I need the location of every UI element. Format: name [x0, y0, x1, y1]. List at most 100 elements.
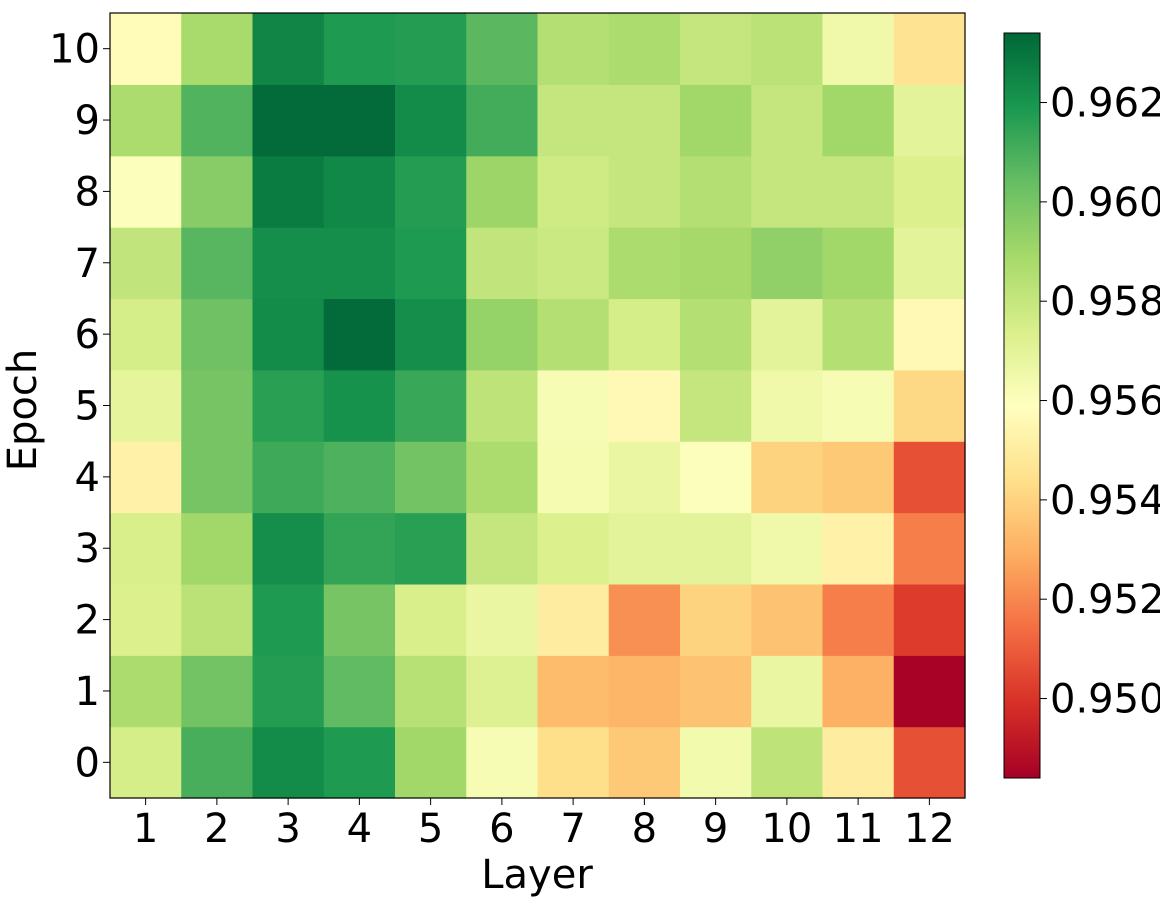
colorbar [1003, 32, 1041, 779]
heatmap-cell [822, 512, 895, 585]
heatmap-cell [323, 512, 396, 585]
heatmap-cell [822, 583, 895, 656]
heatmap-cell [181, 84, 254, 157]
heatmap-cell [822, 726, 895, 799]
heatmap-cell [822, 441, 895, 514]
y-tick-label: 1 [75, 669, 100, 715]
y-tick-label: 3 [75, 526, 100, 572]
heatmap-cell [252, 655, 325, 728]
heatmap-cell [466, 13, 539, 85]
heatmap-cell [537, 726, 610, 799]
heatmap-cell [252, 84, 325, 157]
colorbar-ticks: 0.950 0.952 0.954 0.956 0.958 0.960 0.962 [1040, 81, 1160, 723]
heatmap-cell [181, 155, 254, 228]
heatmap-cell [751, 512, 824, 585]
heatmap-cell [252, 726, 325, 799]
heatmap-cell [608, 298, 681, 371]
y-tick-label: 7 [75, 241, 100, 287]
heatmap-cell [537, 13, 610, 85]
heatmap-cell [181, 298, 254, 371]
heatmap-cell [110, 13, 182, 85]
heatmap-cell [822, 655, 895, 728]
heatmap-cell [181, 227, 254, 300]
heatmap-cell [680, 441, 752, 514]
heatmap-cell [608, 369, 681, 442]
x-tick-label: 8 [632, 806, 657, 852]
heatmap-cell [323, 298, 396, 371]
heatmap-cell [466, 726, 539, 799]
heatmap-cell [680, 583, 752, 656]
heatmap-cell [181, 512, 254, 585]
heatmap-cell [323, 227, 396, 300]
heatmap-cell [466, 298, 539, 371]
heatmap-cell [537, 227, 610, 300]
heatmap-cell [751, 13, 824, 85]
heatmap-cell [893, 369, 966, 442]
heatmap-cell [323, 583, 396, 656]
heatmap-cell [608, 726, 681, 799]
heatmap-cell [751, 583, 824, 656]
y-tick-label: 8 [75, 169, 100, 215]
heatmap-cell [466, 583, 539, 656]
x-tick-label: 12 [904, 806, 955, 852]
heatmap-cell [822, 298, 895, 371]
x-tick-label: 5 [418, 806, 443, 852]
x-tick-label: 1 [133, 806, 158, 852]
x-tick-label: 6 [489, 806, 514, 852]
heatmap-cell [466, 655, 539, 728]
heatmap-cell [252, 512, 325, 585]
heatmap-cell [893, 512, 966, 585]
heatmap-cell [537, 655, 610, 728]
heatmap-cell [680, 726, 752, 799]
heatmap-cell [252, 227, 325, 300]
y-tick-label: 10 [49, 27, 100, 73]
heatmap-cell [110, 369, 182, 442]
colorbar-tick-label: 0.960 [1050, 180, 1160, 226]
y-tick-label: 2 [75, 598, 100, 644]
heatmap-cell [110, 441, 182, 514]
x-axis-label: Layer [481, 852, 593, 898]
heatmap-cell [181, 13, 254, 85]
heatmap-cell [466, 227, 539, 300]
y-tick-label: 9 [75, 98, 100, 144]
heatmap-cell [323, 155, 396, 228]
heatmap-cell [822, 227, 895, 300]
heatmap-cell [680, 655, 752, 728]
heatmap-cell [822, 84, 895, 157]
y-tick-label: 5 [75, 384, 100, 430]
heatmap-cell [893, 13, 966, 85]
heatmap-cell [751, 84, 824, 157]
heatmap-cell [893, 298, 966, 371]
heatmap-cell [466, 512, 539, 585]
heatmap-cell [395, 369, 467, 442]
heatmap-cell [252, 441, 325, 514]
heatmap-cell [323, 84, 396, 157]
heatmap-cell [751, 298, 824, 371]
x-axis-ticks: 1 2 3 4 5 6 7 8 9 10 11 12 [133, 798, 955, 852]
heatmap-cell [608, 13, 681, 85]
y-axis-label: Epoch [0, 349, 46, 471]
heatmap-cell [252, 583, 325, 656]
heatmap-cell [751, 369, 824, 442]
heatmap-cell [395, 227, 467, 300]
heatmap-cell [537, 155, 610, 228]
heatmap-cell [110, 227, 182, 300]
heatmap-cell [751, 655, 824, 728]
heatmap-cell [110, 155, 182, 228]
heatmap-cell [893, 155, 966, 228]
heatmap-cell [181, 583, 254, 656]
heatmap-cell [608, 155, 681, 228]
heatmap-cell [608, 441, 681, 514]
heatmap-cell [252, 369, 325, 442]
heatmap-cell [751, 441, 824, 514]
y-axis-ticks: 0 1 2 3 4 5 6 7 8 9 10 [49, 27, 110, 786]
colorbar-tick-label: 0.962 [1050, 81, 1160, 127]
heatmap-cell [323, 13, 396, 85]
x-tick-label: 3 [275, 806, 300, 852]
heatmap-cell [181, 441, 254, 514]
colorbar-tick-label: 0.956 [1050, 379, 1160, 425]
heatmap-cell [537, 84, 610, 157]
heatmap-cell [608, 84, 681, 157]
heatmap-cell [110, 298, 182, 371]
